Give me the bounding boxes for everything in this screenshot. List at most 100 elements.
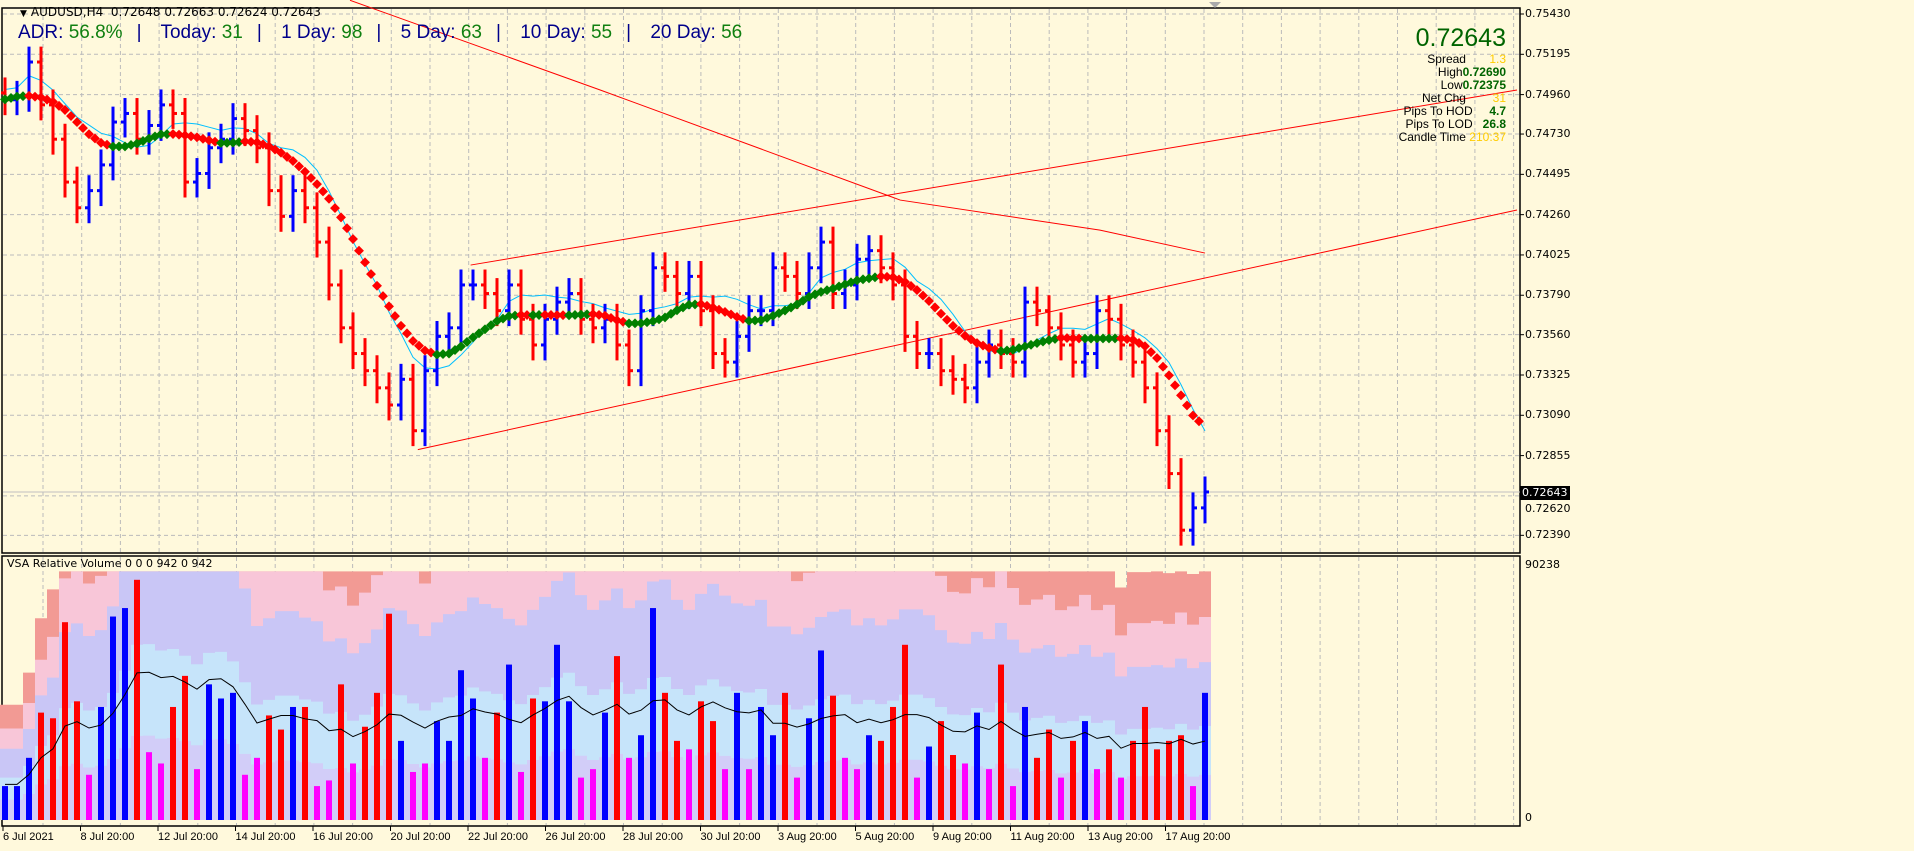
trend-ma-diamond (576, 309, 586, 320)
x-tick-label: 26 Jul 20:00 (545, 831, 606, 843)
x-tick-label: 8 Jul 20:00 (80, 831, 135, 843)
trend-ma-diamond (858, 274, 868, 285)
trend-ma-diamond (912, 285, 922, 296)
ohlc-bar (673, 260, 681, 309)
volume-bar (626, 757, 632, 820)
volume-bar (554, 644, 560, 820)
trend-ma-diamond (924, 296, 934, 306)
trend-ma-diamond (390, 311, 400, 322)
trend-ma-diamond (402, 328, 412, 339)
current-price-label: 0.72643 (1520, 486, 1570, 500)
lod-label: Pips To LOD (1405, 117, 1473, 131)
channel-lower-line (417, 209, 1518, 451)
trend-ma-diamond (378, 291, 388, 302)
trend-ma-diamond (336, 212, 346, 223)
volume-bar (950, 755, 956, 820)
trend-ma-diamond (690, 299, 700, 310)
trend-ma-diamond (294, 161, 304, 172)
trend-ma-diamond (90, 133, 100, 144)
trend-ma-diamond (306, 172, 316, 183)
trend-ma-diamond (564, 310, 574, 321)
volume-bar (1106, 749, 1112, 820)
x-tick-label: 13 Aug 20:00 (1088, 831, 1153, 843)
ohlc-bar (1105, 295, 1113, 335)
trend-ma-diamond (558, 310, 568, 321)
ohlc-bar (97, 149, 105, 207)
ohlc-bar (145, 110, 153, 155)
trend-ma-diamond (168, 129, 178, 139)
adr-indicator: ADR: 56.8% | Today: 31 | 1 Day: 98 | 5 Day:… (18, 22, 742, 44)
volume-bar (878, 740, 884, 820)
x-tick-label: 30 Jul 20:00 (700, 831, 761, 843)
trend-ma-diamond (72, 117, 82, 128)
volume-bar (206, 684, 212, 820)
volume-bar (962, 763, 968, 820)
volume-bar (650, 608, 656, 820)
volume-bar (170, 706, 176, 820)
volume-bar (326, 780, 332, 820)
trend-ma-diamond (582, 309, 592, 320)
day10-value: 55 (590, 22, 613, 43)
trend-ma-diamond (1056, 332, 1066, 343)
collapse-triangle-icon[interactable]: ▼ (20, 9, 27, 19)
trend-ma-diamond (414, 340, 424, 351)
trend-ma-diamond (456, 341, 466, 352)
volume-bar (1130, 740, 1136, 820)
volume-bar (50, 718, 56, 820)
trend-ma-diamond (474, 328, 484, 339)
trend-ma-diamond (684, 299, 694, 310)
symbol-timeframe: AUDUSD,H4 (30, 5, 104, 19)
x-tick-label: 6 Jul 2021 (3, 831, 54, 843)
trend-ma-diamond (624, 318, 634, 329)
y-tick-label: 0.75430 (1525, 7, 1571, 20)
ohlc-close: 0.72643 (271, 5, 321, 19)
volume-bar (410, 771, 416, 820)
volume-bar (1046, 729, 1052, 820)
netchg-label: Net Chg (1421, 91, 1466, 105)
trend-ma-diamond (84, 129, 94, 140)
trend-ma-diamond (222, 137, 232, 148)
ohlc-bar (61, 123, 69, 198)
volume-bar (290, 706, 296, 820)
trend-ma-diamond (948, 320, 958, 331)
separator: | (136, 22, 142, 43)
volume-bar (338, 684, 344, 820)
volume-bar (662, 692, 668, 820)
volume-bar (806, 718, 812, 820)
ohlc-bar (73, 166, 81, 224)
low-label: Low (1440, 78, 1463, 92)
hod-label: Pips To HOD (1403, 104, 1473, 118)
volume-bar (506, 664, 512, 820)
trend-ma-diamond (930, 302, 940, 313)
main-pane-frame (1, 7, 1521, 554)
trend-ma-diamond (468, 332, 478, 343)
ohlc-bar (517, 269, 525, 335)
ohlc-bar (1153, 372, 1161, 447)
trend-ma-diamond (312, 179, 322, 190)
volume-bar (314, 786, 320, 820)
volume-pane-frame (1, 555, 1521, 827)
separator: | (256, 22, 262, 43)
ohlc-open: 0.72648 (110, 5, 161, 19)
trend-ma-diamond (186, 131, 196, 142)
trend-ma-diamond (744, 315, 754, 326)
trend-ma-diamond (78, 123, 88, 134)
trend-ma-diamond (516, 309, 526, 320)
volume-bar (1142, 706, 1148, 820)
trend-ma-diamond (360, 257, 370, 268)
volume-bar (122, 608, 128, 820)
ohlc-bar (781, 252, 789, 292)
volume-bar (674, 740, 680, 820)
ohlc-bar (301, 175, 309, 224)
trend-ma-diamond (1002, 345, 1012, 356)
trend-ma-diamond (636, 318, 646, 329)
ohlc-bar (601, 303, 609, 344)
trend-ma-diamond (1170, 380, 1180, 391)
trend-ma-diamond (1116, 333, 1126, 344)
volume-bar (1202, 692, 1208, 820)
volume-bar (770, 735, 776, 820)
volume-bar (242, 774, 248, 820)
trend-ma-diamond (1182, 400, 1192, 411)
volume-bar (14, 786, 20, 820)
ohlc-bar (193, 158, 201, 198)
